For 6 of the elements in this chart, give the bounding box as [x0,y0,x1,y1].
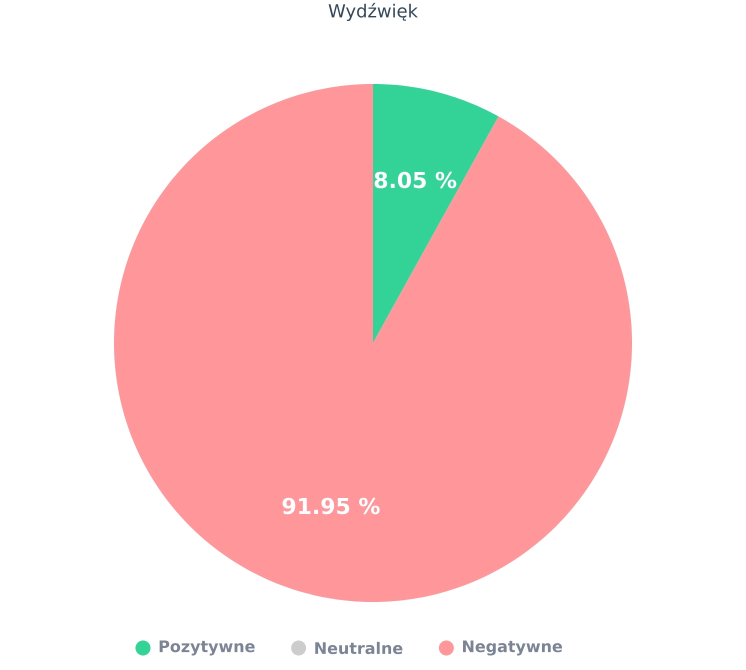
data-label: 8.05 % [374,172,456,188]
data-label: 91.95 % [282,498,380,514]
chart-title: Wydźwięk [328,2,418,22]
legend-label: Negatywne [463,640,562,656]
legend-label: Pozytywne [160,640,255,656]
legend-label: Neutralne [315,642,402,654]
